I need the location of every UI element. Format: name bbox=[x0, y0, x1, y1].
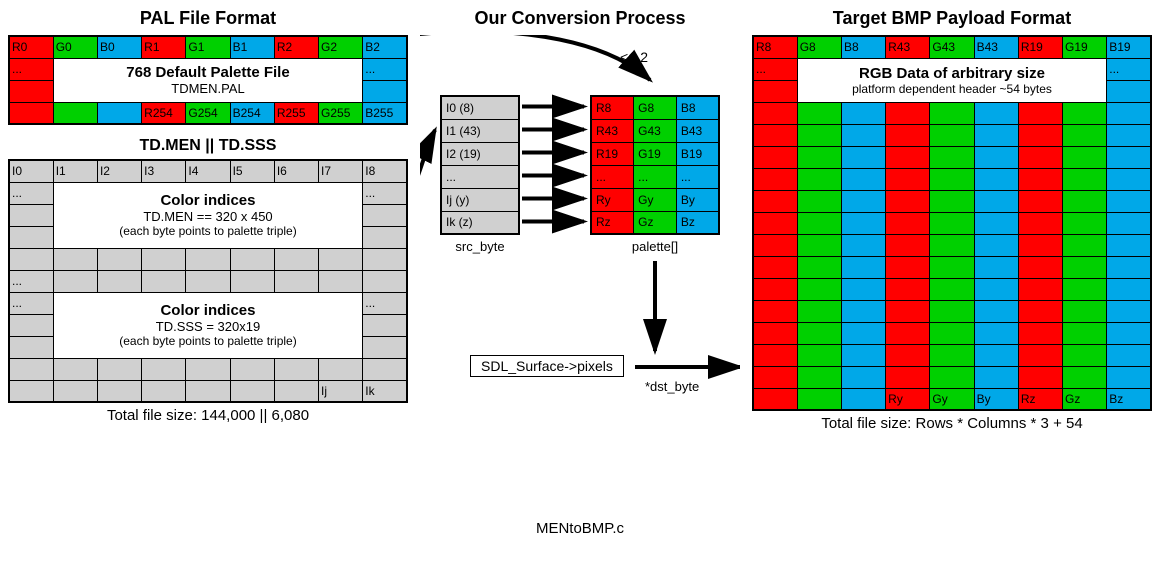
dst-byte-label: *dst_byte bbox=[645, 379, 699, 394]
palette-label: palette[] bbox=[590, 239, 720, 254]
mid-title: Our Conversion Process bbox=[420, 8, 740, 29]
men-caption: Total file size: 144,000 || 6,080 bbox=[8, 407, 408, 424]
src-byte-label: src_byte bbox=[440, 239, 520, 254]
bmp-grid: R8G8B8R43G43B43R19G19B19...RGB Data of a… bbox=[752, 35, 1152, 411]
pal-title: PAL File Format bbox=[8, 8, 408, 29]
men-title: TD.MEN || TD.SSS bbox=[8, 137, 408, 155]
bmp-title: Target BMP Payload Format bbox=[752, 8, 1152, 29]
sdl-surface-box: SDL_Surface->pixels bbox=[470, 355, 624, 377]
mid-wrap: << 2 I0 (8)I1 (43)I2 (19)...Ij (y)Ik (z) s… bbox=[420, 35, 740, 555]
pal-grid: R0G0B0R1G1B1R2G2B2...768 Default Palette… bbox=[8, 35, 408, 125]
left-column: PAL File Format R0G0B0R1G1B1R2G2B2...768… bbox=[8, 6, 408, 424]
palette-table: R8G8B8R43G43B43R19G19B19.........RyGyByR… bbox=[590, 95, 720, 235]
men-grid: I0I1I2I3I4I5I6I7I8...Color indicesTD.MEN… bbox=[8, 159, 408, 403]
diagram-root: PAL File Format R0G0B0R1G1B1R2G2B2...768… bbox=[8, 6, 1164, 555]
mid-caption: MENtoBMP.c bbox=[420, 520, 740, 537]
shift-label: << 2 bbox=[620, 49, 648, 65]
right-column: Target BMP Payload Format R8G8B8R43G43B4… bbox=[752, 6, 1152, 432]
src-byte-table: I0 (8)I1 (43)I2 (19)...Ij (y)Ik (z) bbox=[440, 95, 520, 235]
bmp-caption: Total file size: Rows * Columns * 3 + 54 bbox=[752, 415, 1152, 432]
mid-column: Our Conversion Process << 2 I0 (8)I1 (43)… bbox=[420, 6, 740, 555]
